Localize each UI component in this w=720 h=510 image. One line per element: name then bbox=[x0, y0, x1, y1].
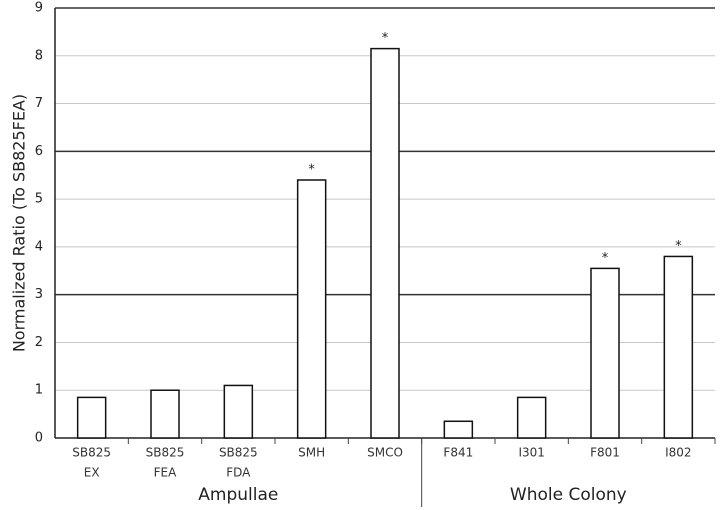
y-tick-label: 5 bbox=[35, 192, 43, 207]
significance-marker: * bbox=[308, 163, 315, 178]
x-tick-label: F841 bbox=[443, 446, 473, 460]
bar bbox=[443, 420, 474, 439]
y-tick-label: 0 bbox=[35, 431, 43, 446]
x-tick-label: I301 bbox=[518, 446, 544, 460]
bar bbox=[370, 47, 400, 439]
bar bbox=[76, 396, 107, 439]
x-tick-label: FDA bbox=[226, 466, 251, 480]
y-tick-label: 3 bbox=[35, 287, 43, 302]
bar bbox=[150, 389, 180, 439]
y-axis-title: Normalized Ratio (To SB825FEA) bbox=[10, 94, 29, 352]
bar bbox=[516, 396, 547, 439]
y-tick-label: 7 bbox=[35, 96, 43, 111]
x-tick-label: F801 bbox=[590, 446, 620, 460]
y-tick-label: 8 bbox=[35, 48, 43, 63]
y-tick-label: 9 bbox=[35, 1, 43, 16]
group-label: Whole Colony bbox=[510, 485, 627, 505]
y-tick-label: 4 bbox=[35, 239, 43, 254]
bar bbox=[223, 384, 254, 439]
x-tick-label: SB825 bbox=[146, 446, 185, 460]
significance-marker: * bbox=[382, 31, 389, 46]
y-tick-label: 1 bbox=[35, 383, 43, 398]
group-label: Ampullae bbox=[198, 485, 278, 505]
x-tick-label: SMH bbox=[298, 446, 325, 460]
x-tick-label: SB825 bbox=[219, 446, 258, 460]
bar bbox=[663, 255, 694, 439]
x-tick-label: EX bbox=[84, 466, 100, 480]
bar bbox=[590, 267, 620, 439]
x-tick-label: SB825 bbox=[72, 446, 111, 460]
significance-marker: * bbox=[602, 251, 609, 266]
x-tick-label: I802 bbox=[665, 446, 691, 460]
y-tick-label: 6 bbox=[35, 144, 43, 159]
x-tick-label: SMCO bbox=[367, 446, 403, 460]
x-tick-label: FEA bbox=[154, 466, 177, 480]
bar bbox=[296, 179, 327, 439]
significance-marker: * bbox=[675, 239, 682, 254]
y-tick-label: 2 bbox=[35, 335, 43, 350]
